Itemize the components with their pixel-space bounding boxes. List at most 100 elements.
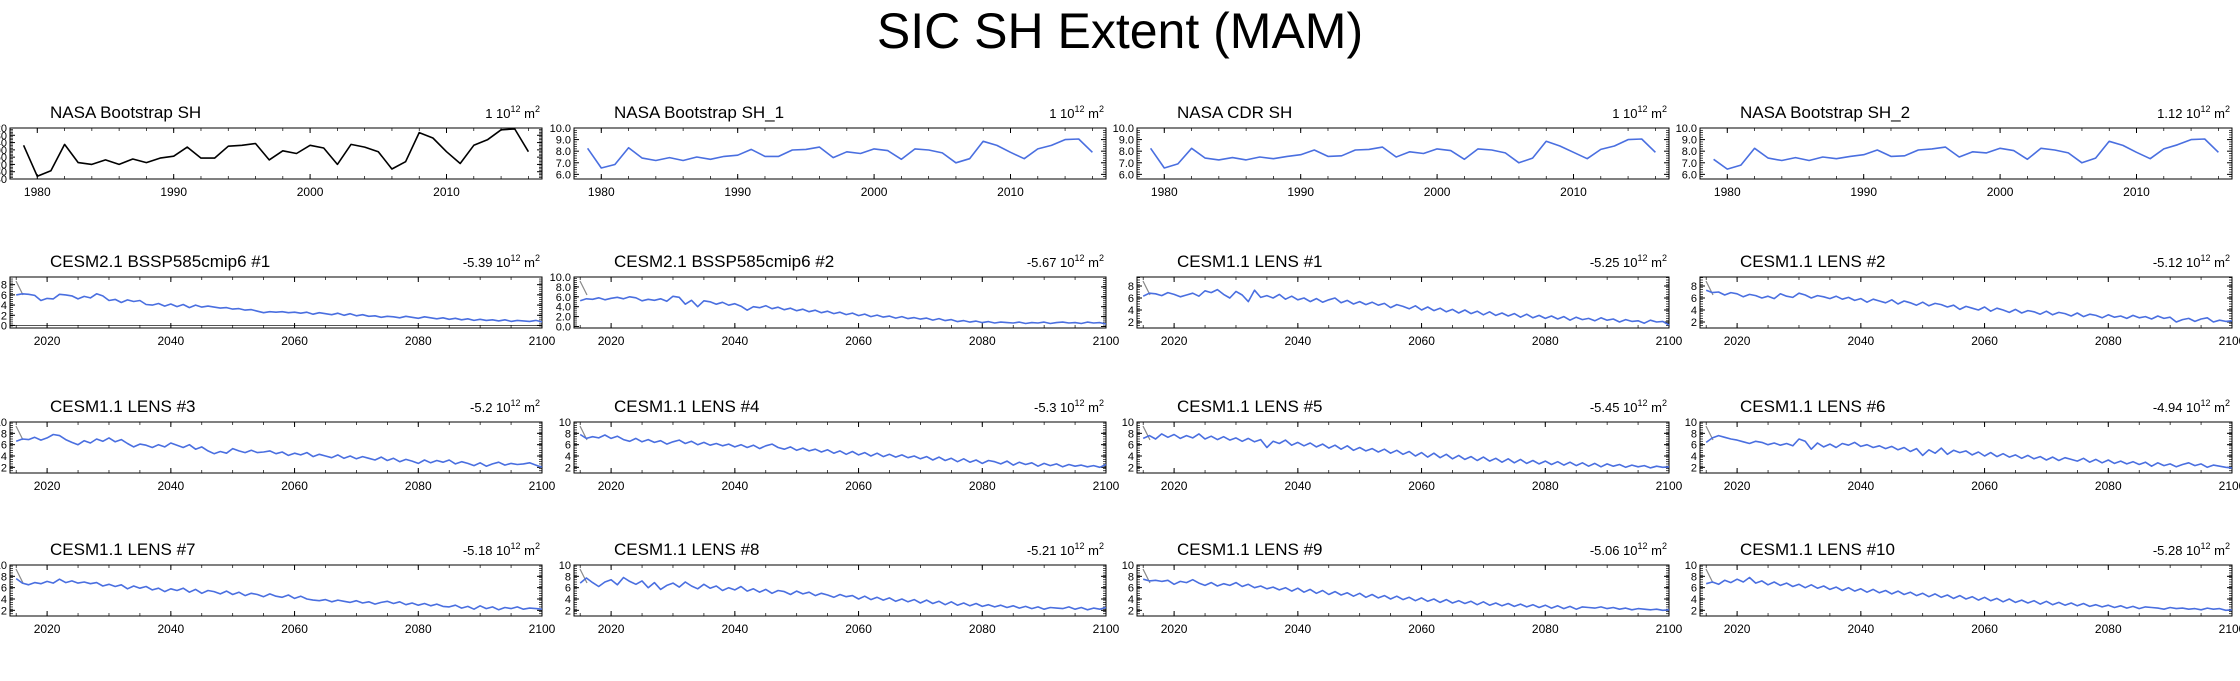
data-point	[1631, 320, 1633, 322]
x-tick-label: 1990	[724, 185, 751, 199]
x-tick-label: 2020	[34, 334, 61, 348]
data-point	[1767, 157, 1769, 159]
data-point	[1742, 296, 1744, 298]
data-point	[1587, 317, 1589, 319]
data-point	[1569, 319, 1571, 321]
data-point	[1860, 445, 1862, 447]
data-point	[919, 458, 921, 460]
data-point	[1031, 607, 1033, 609]
data-point	[126, 588, 128, 590]
x-tick-label: 2020	[1161, 479, 1188, 493]
data-point	[981, 321, 983, 323]
x-tick-label: 2020	[1724, 479, 1751, 493]
data-point	[207, 589, 209, 591]
data-point	[2039, 455, 2041, 457]
data-point	[1457, 312, 1459, 314]
data-point	[591, 581, 593, 583]
y-tick-label: 2	[1, 605, 7, 617]
data-point	[510, 462, 512, 464]
data-point	[377, 150, 379, 152]
data-point	[614, 163, 616, 165]
y-tick-label: 6	[1128, 440, 1134, 452]
data-point	[89, 583, 91, 585]
data-point	[647, 298, 649, 300]
data-point	[969, 321, 971, 323]
panel-title: CESM1.1 LENS #2	[1740, 252, 1886, 271]
panel-title: CESM1.1 LENS #9	[1177, 540, 1323, 559]
data-point	[1086, 609, 1088, 611]
data-point	[262, 451, 264, 453]
data-point	[1730, 291, 1732, 293]
data-point	[1290, 295, 1292, 297]
data-point	[771, 443, 773, 445]
panel-unit-label: -5.39 1012 m2	[463, 253, 540, 270]
x-tick-label: 2060	[1971, 334, 1998, 348]
data-point	[641, 441, 643, 443]
data-point	[1649, 319, 1651, 321]
data-point	[721, 589, 723, 591]
data-point	[295, 152, 297, 154]
x-tick-label: 2060	[845, 622, 872, 636]
x-tick-label: 2040	[1284, 334, 1311, 348]
x-tick-label: 2080	[405, 622, 432, 636]
data-point	[1389, 452, 1391, 454]
data-point	[1624, 607, 1626, 609]
data-point	[108, 583, 110, 585]
data-point	[1977, 309, 1979, 311]
data-point	[1876, 149, 1878, 151]
data-point	[102, 295, 104, 297]
data-point	[1313, 149, 1315, 151]
data-point	[194, 588, 196, 590]
data-point	[1624, 466, 1626, 468]
data-point	[363, 146, 365, 148]
data-point	[1142, 437, 1144, 439]
data-point	[2144, 461, 2146, 463]
data-point	[610, 579, 612, 581]
panel-title: CESM1.1 LENS #5	[1177, 397, 1323, 416]
data-point	[1761, 580, 1763, 582]
data-point	[1043, 462, 1045, 464]
data-point	[771, 592, 773, 594]
y-tick-label: 8.0	[556, 146, 571, 158]
x-tick-label: 2080	[1532, 334, 1559, 348]
data-point	[1383, 448, 1385, 450]
panel-unit-label: -5.28 1012 m2	[2153, 541, 2230, 558]
data-point	[1990, 600, 1992, 602]
data-point	[666, 300, 668, 302]
data-point	[845, 596, 847, 598]
data-point	[1105, 323, 1107, 325]
y-tick-label: 6.80	[0, 167, 7, 179]
data-point	[1470, 312, 1472, 314]
x-tick-label: 2040	[157, 334, 184, 348]
data-point	[269, 593, 271, 595]
data-point	[641, 580, 643, 582]
data-point	[1501, 312, 1503, 314]
data-point	[2113, 606, 2115, 608]
data-point	[1031, 321, 1033, 323]
data-point	[1724, 579, 1726, 581]
data-point	[1436, 148, 1438, 150]
y-tick-label: 4	[1691, 594, 1697, 606]
data-point	[2132, 605, 2134, 607]
data-point	[907, 601, 909, 603]
data-point	[1849, 155, 1851, 157]
data-point	[2175, 607, 2177, 609]
data-point	[1235, 581, 1237, 583]
data-point	[104, 159, 106, 161]
data-point	[522, 320, 524, 322]
data-point	[635, 437, 637, 439]
trend-segment	[579, 568, 588, 584]
data-point	[1154, 579, 1156, 581]
data-point	[91, 163, 93, 165]
data-point	[1099, 321, 1101, 323]
x-tick-label: 2040	[157, 622, 184, 636]
data-point	[380, 601, 382, 603]
data-point	[740, 443, 742, 445]
data-point	[1173, 433, 1175, 435]
y-tick-label: 6	[1128, 583, 1134, 595]
data-point	[777, 155, 779, 157]
data-point	[1222, 436, 1224, 438]
data-point	[361, 314, 363, 316]
data-point	[2051, 314, 2053, 316]
data-point	[1204, 290, 1206, 292]
